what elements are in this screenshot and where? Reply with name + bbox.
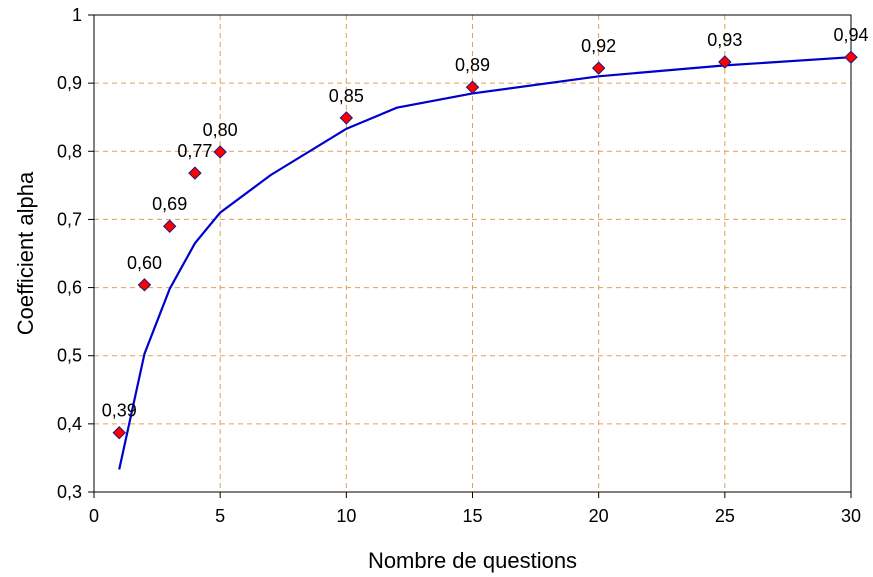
y-tick-label: 1 bbox=[72, 5, 82, 25]
data-label: 0,93 bbox=[707, 30, 742, 50]
y-tick-label: 0,7 bbox=[57, 209, 82, 229]
data-point bbox=[844, 50, 858, 64]
tick-labels: 0 5 10 15 20 25 30 0,3 0,4 0,5 0,6 0,7 0,8 0,9 1 bbox=[57, 5, 861, 526]
data-label: 0,85 bbox=[329, 86, 364, 106]
y-tick-label: 0,3 bbox=[57, 482, 82, 502]
data-point bbox=[213, 145, 227, 159]
data-point bbox=[162, 219, 177, 233]
data-label: 0,94 bbox=[833, 25, 868, 45]
x-tick-label: 15 bbox=[462, 506, 482, 526]
x-tick-label: 25 bbox=[715, 506, 735, 526]
data-label: 0,77 bbox=[177, 141, 212, 161]
y-tick-label: 0,9 bbox=[57, 73, 82, 93]
data-point bbox=[188, 166, 202, 180]
data-markers bbox=[112, 50, 858, 440]
x-tick-label: 20 bbox=[589, 506, 609, 526]
axis-ticks bbox=[88, 14, 852, 498]
data-label: 0,80 bbox=[203, 120, 238, 140]
x-tick-label: 10 bbox=[336, 506, 356, 526]
data-label: 0,89 bbox=[455, 55, 490, 75]
data-point bbox=[112, 426, 126, 440]
x-tick-label: 5 bbox=[215, 506, 225, 526]
data-labels: 0,39 0,60 0,69 0,770,80 0,85 0,89 0,92 0,93 0,94 bbox=[102, 25, 869, 420]
data-label: 0,92 bbox=[581, 36, 616, 56]
x-tick-label: 0 bbox=[89, 506, 99, 526]
data-point bbox=[137, 278, 152, 292]
data-point bbox=[465, 80, 480, 94]
data-point bbox=[591, 61, 606, 75]
data-point bbox=[339, 111, 354, 125]
x-axis-title: Nombre de questions bbox=[368, 548, 577, 573]
data-label: 0,69 bbox=[152, 194, 187, 214]
trend-line bbox=[118, 56, 852, 470]
y-tick-label: 0,5 bbox=[57, 346, 82, 366]
y-tick-label: 0,4 bbox=[57, 414, 82, 434]
y-tick-label: 0,6 bbox=[57, 278, 82, 298]
x-tick-label: 30 bbox=[841, 506, 861, 526]
y-tick-label: 0,8 bbox=[57, 141, 82, 161]
data-point bbox=[718, 55, 732, 69]
data-label: 0,60 bbox=[127, 253, 162, 273]
data-label: 0,39 bbox=[102, 401, 137, 421]
y-axis-title: Coefficient alpha bbox=[13, 171, 38, 335]
